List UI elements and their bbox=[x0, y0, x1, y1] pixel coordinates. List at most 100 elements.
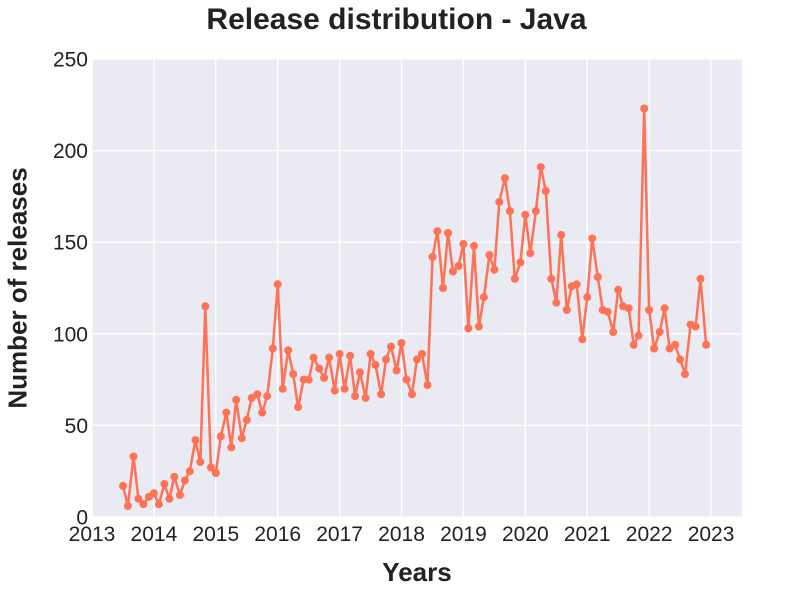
data-point bbox=[185, 467, 194, 476]
x-tick-label: 2023 bbox=[688, 523, 735, 546]
data-point bbox=[330, 386, 339, 395]
data-point bbox=[593, 273, 602, 281]
data-point bbox=[536, 163, 545, 172]
x-tick-label: 2020 bbox=[502, 523, 549, 546]
x-tick-label: 2015 bbox=[192, 523, 239, 546]
data-point bbox=[552, 298, 561, 307]
data-point bbox=[459, 240, 468, 248]
data-point bbox=[216, 432, 225, 441]
y-tick-label: 100 bbox=[53, 323, 88, 346]
data-point bbox=[320, 373, 329, 382]
chart-title: Release distribution - Java bbox=[206, 3, 587, 36]
data-point bbox=[253, 390, 262, 399]
data-point bbox=[588, 234, 597, 243]
data-point bbox=[413, 355, 421, 364]
x-tick-label: 2019 bbox=[440, 523, 487, 546]
data-point bbox=[289, 370, 298, 379]
data-point bbox=[479, 293, 488, 302]
data-point bbox=[304, 375, 313, 384]
data-point bbox=[206, 463, 215, 472]
data-point bbox=[346, 351, 355, 360]
data-point bbox=[655, 328, 664, 336]
data-point bbox=[510, 274, 519, 283]
data-point bbox=[284, 346, 293, 355]
data-point bbox=[170, 472, 179, 481]
data-point bbox=[423, 381, 432, 390]
data-point bbox=[485, 251, 494, 259]
data-point bbox=[129, 452, 138, 461]
data-point bbox=[408, 390, 416, 399]
x-tick-label: 2018 bbox=[378, 523, 425, 546]
data-point bbox=[702, 340, 711, 349]
data-point bbox=[294, 403, 303, 412]
data-point bbox=[660, 304, 669, 313]
data-point bbox=[629, 340, 638, 349]
data-point bbox=[119, 481, 127, 490]
data-point bbox=[325, 353, 334, 362]
data-point bbox=[433, 227, 442, 236]
data-point bbox=[165, 494, 174, 503]
data-point bbox=[645, 306, 654, 314]
data-point bbox=[547, 274, 556, 283]
data-point bbox=[428, 252, 437, 261]
y-tick-label: 50 bbox=[65, 415, 88, 438]
data-point bbox=[361, 393, 370, 402]
data-point bbox=[237, 434, 246, 443]
data-point bbox=[149, 489, 158, 498]
data-point bbox=[134, 494, 143, 503]
data-point bbox=[227, 443, 236, 452]
data-point bbox=[572, 280, 581, 289]
data-point bbox=[505, 207, 514, 216]
data-point bbox=[309, 353, 318, 362]
data-point bbox=[526, 249, 535, 258]
data-point bbox=[500, 174, 509, 183]
y-tick-label: 0 bbox=[76, 507, 88, 530]
data-point bbox=[139, 500, 148, 509]
data-point bbox=[578, 335, 587, 344]
data-point bbox=[624, 304, 633, 313]
data-point bbox=[356, 368, 364, 377]
data-point bbox=[180, 476, 189, 485]
data-point bbox=[516, 258, 525, 267]
data-point bbox=[474, 322, 483, 331]
data-point bbox=[676, 355, 685, 364]
data-point bbox=[634, 331, 643, 340]
data-point bbox=[470, 241, 478, 250]
data-point bbox=[123, 502, 132, 510]
data-point bbox=[268, 344, 277, 353]
data-point bbox=[609, 328, 618, 336]
data-point bbox=[454, 262, 463, 270]
data-point bbox=[371, 360, 380, 369]
data-point bbox=[377, 390, 386, 399]
x-axis-label: Years bbox=[382, 557, 452, 587]
data-point bbox=[222, 408, 231, 417]
data-point bbox=[521, 210, 530, 219]
axis-ticks: 0 50 100 150 200 250 2013 2014 2015 2016 2017 2018 2… bbox=[53, 49, 734, 547]
data-point bbox=[392, 366, 401, 375]
data-point bbox=[154, 500, 163, 509]
data-point bbox=[531, 207, 540, 216]
data-point bbox=[464, 324, 473, 333]
data-point bbox=[175, 491, 184, 499]
data-point bbox=[160, 480, 169, 488]
data-point bbox=[557, 230, 566, 239]
data-point bbox=[640, 104, 649, 113]
data-point bbox=[650, 344, 659, 353]
data-point bbox=[340, 384, 349, 393]
data-point bbox=[402, 375, 411, 384]
data-point bbox=[258, 408, 267, 417]
data-point bbox=[201, 302, 210, 311]
data-point bbox=[211, 469, 220, 477]
x-tick-label: 2022 bbox=[626, 523, 673, 546]
data-point bbox=[562, 306, 571, 314]
data-point bbox=[242, 415, 251, 424]
data-point bbox=[448, 267, 457, 276]
data-point bbox=[366, 350, 375, 358]
data-point bbox=[196, 458, 205, 466]
data-point bbox=[397, 339, 406, 347]
data-point bbox=[335, 350, 344, 358]
data-point bbox=[696, 274, 705, 283]
data-point bbox=[273, 280, 282, 289]
data-point bbox=[671, 340, 680, 349]
